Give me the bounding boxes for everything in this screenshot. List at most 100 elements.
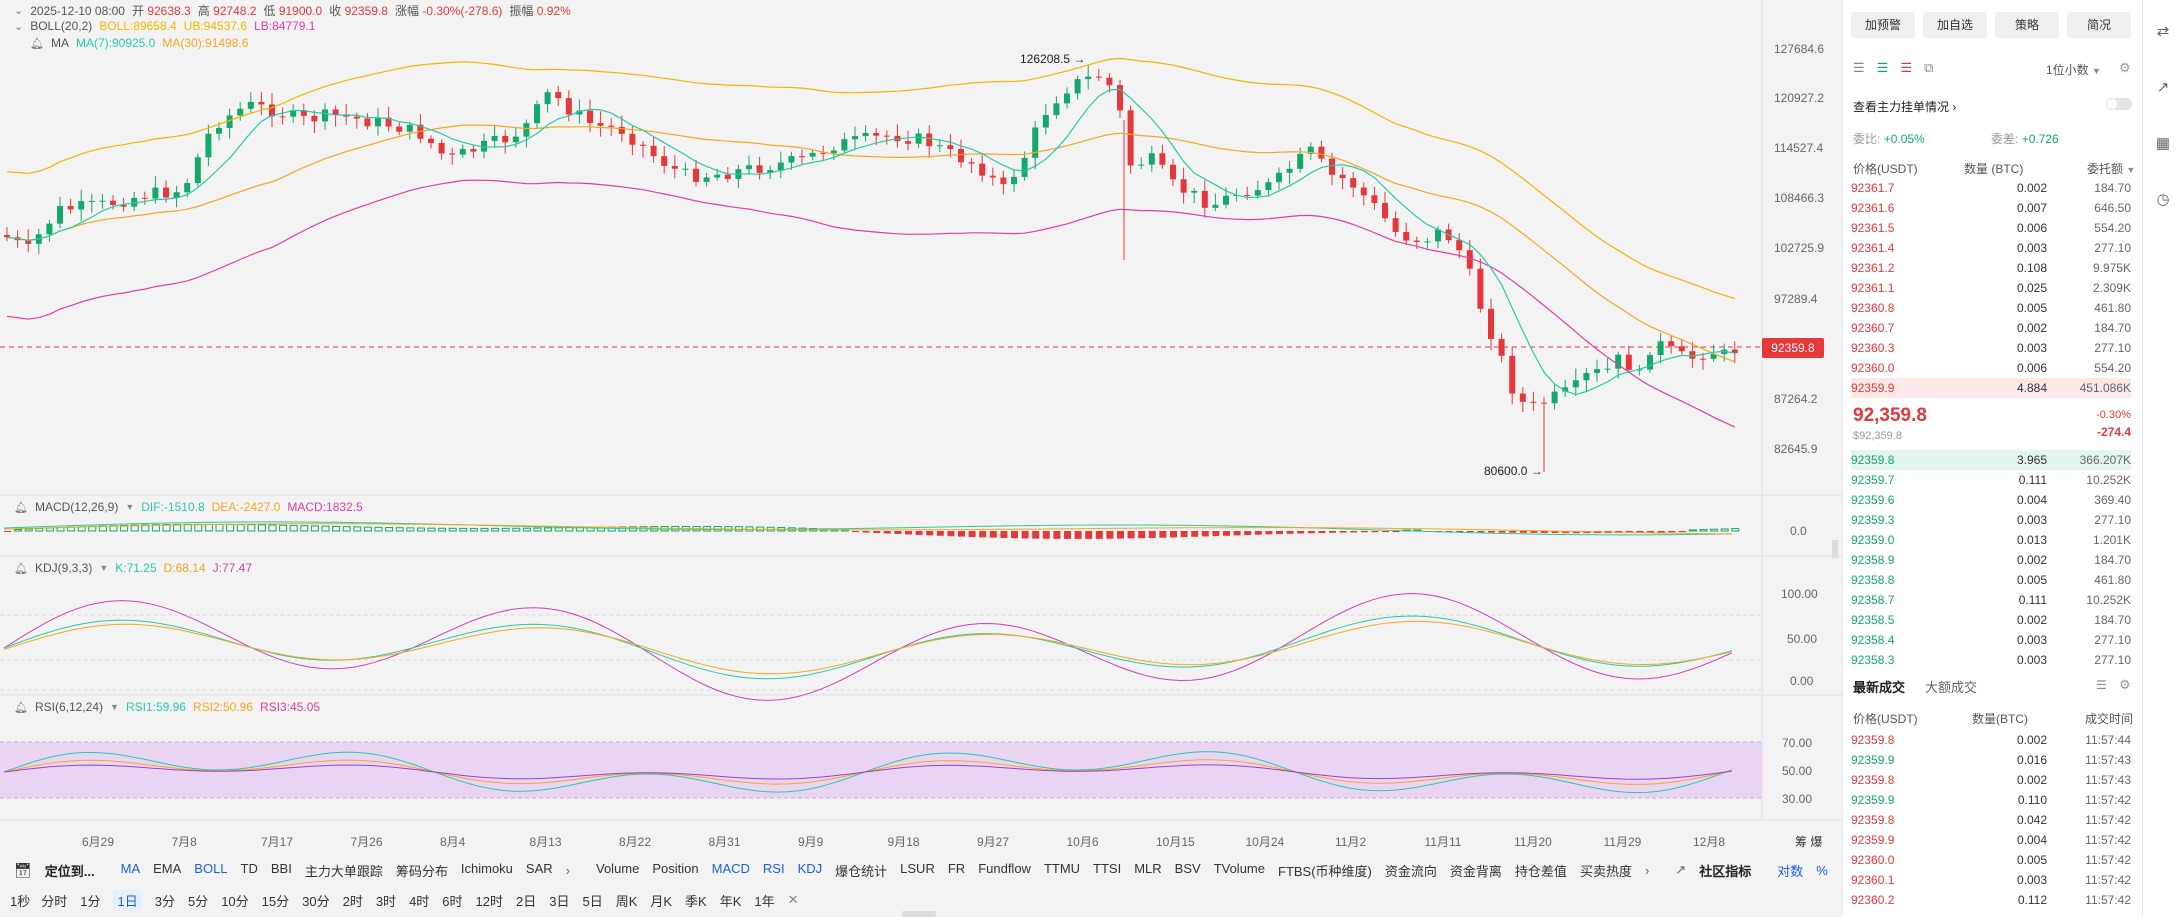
candle-body[interactable] xyxy=(428,138,434,143)
candle-body[interactable] xyxy=(131,197,138,207)
candle-body[interactable] xyxy=(1647,354,1653,370)
candle-body[interactable] xyxy=(544,92,551,105)
candle-body[interactable] xyxy=(905,141,911,144)
interval-option[interactable]: 周K xyxy=(615,893,638,909)
orderbook-row[interactable]: 92359.8 3.965 366.207K xyxy=(1851,450,2131,470)
candle-body[interactable] xyxy=(1170,164,1176,180)
candle-body[interactable] xyxy=(1318,146,1325,159)
candle-body[interactable] xyxy=(120,204,127,207)
candle-body[interactable] xyxy=(1498,339,1505,356)
candle-body[interactable] xyxy=(1466,250,1473,269)
candle-body[interactable] xyxy=(820,152,827,154)
candle-body[interactable] xyxy=(1223,195,1229,205)
candle-body[interactable] xyxy=(247,101,254,109)
candle-body[interactable] xyxy=(459,148,466,155)
interval-option[interactable]: 2日 xyxy=(516,893,537,909)
col-sum-header[interactable]: 委托额 ▼ xyxy=(2087,162,2136,176)
depth-link[interactable]: 查看主力挂单情况 › xyxy=(1853,100,1957,114)
bar-chart-icon[interactable]: ▦ xyxy=(2155,135,2171,152)
candle-body[interactable] xyxy=(78,201,85,210)
candle-body[interactable] xyxy=(883,135,890,137)
sub-indicator-item[interactable]: 资金流向 xyxy=(1384,863,1437,879)
candle-body[interactable] xyxy=(799,156,805,158)
sub-indicator-item[interactable]: 持仓差值 xyxy=(1514,863,1567,879)
candle-body[interactable] xyxy=(99,200,106,202)
candle-body[interactable] xyxy=(205,133,212,158)
candle-body[interactable] xyxy=(597,122,604,126)
pane-resize-handle[interactable] xyxy=(1832,540,1838,558)
candle-body[interactable] xyxy=(1042,115,1049,128)
interval-option[interactable]: 季K xyxy=(685,893,707,909)
candle-body[interactable] xyxy=(152,187,159,199)
candle-body[interactable] xyxy=(332,109,339,115)
candle-body[interactable] xyxy=(481,140,487,152)
candle-body[interactable] xyxy=(915,133,922,144)
candle-body[interactable] xyxy=(184,183,191,193)
candle-body[interactable] xyxy=(534,104,540,124)
candle-body[interactable] xyxy=(1021,157,1028,177)
candle-body[interactable] xyxy=(1350,178,1357,188)
tab-latest-trades[interactable]: 最新成交 xyxy=(1853,680,1906,695)
candle-body[interactable] xyxy=(1435,229,1441,242)
interval-option[interactable]: 3分 xyxy=(154,893,175,909)
orderbook-row[interactable]: 92358.3 0.003 277.10 xyxy=(1851,650,2131,670)
settings-icon[interactable]: ⚙ xyxy=(2119,677,2131,692)
candle-body[interactable] xyxy=(4,235,10,238)
candle-body[interactable] xyxy=(194,157,201,184)
sub-indicator-item[interactable]: Position xyxy=(652,860,699,876)
candle-body[interactable] xyxy=(714,174,721,178)
interval-option[interactable]: 12时 xyxy=(475,893,503,909)
log-scale-toggle[interactable]: 对数 xyxy=(1777,863,1804,879)
candle-body[interactable] xyxy=(1477,268,1484,309)
candle-body[interactable] xyxy=(1382,202,1388,219)
interval-option[interactable]: 6时 xyxy=(442,893,463,909)
interval-option[interactable]: 1分 xyxy=(80,893,101,909)
orderbook-row[interactable]: 92361.2 0.108 9.975K xyxy=(1851,258,2131,278)
sub-indicator-item[interactable]: MACD xyxy=(711,860,750,876)
candle-body[interactable] xyxy=(88,200,95,202)
candle-body[interactable] xyxy=(947,145,954,149)
candle-body[interactable] xyxy=(1700,358,1706,360)
candle-body[interactable] xyxy=(587,110,593,123)
candle-body[interactable] xyxy=(830,150,837,154)
orderbook-row[interactable]: 92359.6 0.004 369.40 xyxy=(1851,490,2131,510)
candle-body[interactable] xyxy=(555,92,562,99)
candle-body[interactable] xyxy=(1413,240,1420,242)
view-both-icon[interactable]: ☰ xyxy=(1853,60,1865,75)
orderbook-row[interactable]: 92360.7 0.002 184.70 xyxy=(1851,318,2131,338)
candle-body[interactable] xyxy=(1095,76,1102,78)
orderbook-row[interactable]: 92361.5 0.006 554.20 xyxy=(1851,218,2131,238)
main-indicator-item[interactable]: SAR xyxy=(525,860,553,876)
exchange-icon[interactable]: ⇄ xyxy=(2156,23,2170,40)
candle-body[interactable] xyxy=(1530,401,1537,403)
orderbook-row[interactable]: 92358.7 0.111 10.252K xyxy=(1851,590,2131,610)
depth-toggle-switch[interactable] xyxy=(2106,98,2132,110)
orderbook-row[interactable]: 92358.9 0.002 184.70 xyxy=(1851,550,2131,570)
candle-body[interactable] xyxy=(788,156,795,163)
candle-body[interactable] xyxy=(57,206,63,224)
candle-body[interactable] xyxy=(1000,177,1007,185)
sub-indicator-item[interactable]: Fundflow xyxy=(978,860,1031,876)
candle-body[interactable] xyxy=(1254,190,1261,196)
candle-body[interactable] xyxy=(1636,369,1643,371)
candle-body[interactable] xyxy=(258,101,265,105)
interval-option[interactable]: 分时 xyxy=(41,893,68,909)
sub-indicator-item[interactable]: LSUR xyxy=(900,860,935,876)
interval-option[interactable]: 15分 xyxy=(261,893,290,909)
candle-body[interactable] xyxy=(216,127,222,134)
candle-body[interactable] xyxy=(1668,341,1675,347)
candle-body[interactable] xyxy=(767,170,774,173)
candle-body[interactable] xyxy=(1583,373,1590,381)
main-indicator-item[interactable]: BBI xyxy=(270,860,292,876)
candle-body[interactable] xyxy=(470,148,477,152)
candle-body[interactable] xyxy=(1710,353,1717,359)
orderbook-row[interactable]: 92360.3 0.003 277.10 xyxy=(1851,338,2131,358)
candle-body[interactable] xyxy=(693,168,699,182)
candle-body[interactable] xyxy=(862,132,869,137)
candle-body[interactable] xyxy=(576,110,583,115)
main-indicator-item[interactable]: MA xyxy=(120,860,141,876)
candle-body[interactable] xyxy=(1032,127,1039,158)
candle-body[interactable] xyxy=(629,133,636,145)
caret-down-icon[interactable]: ▼ xyxy=(110,702,119,712)
candle-body[interactable] xyxy=(1519,393,1526,402)
